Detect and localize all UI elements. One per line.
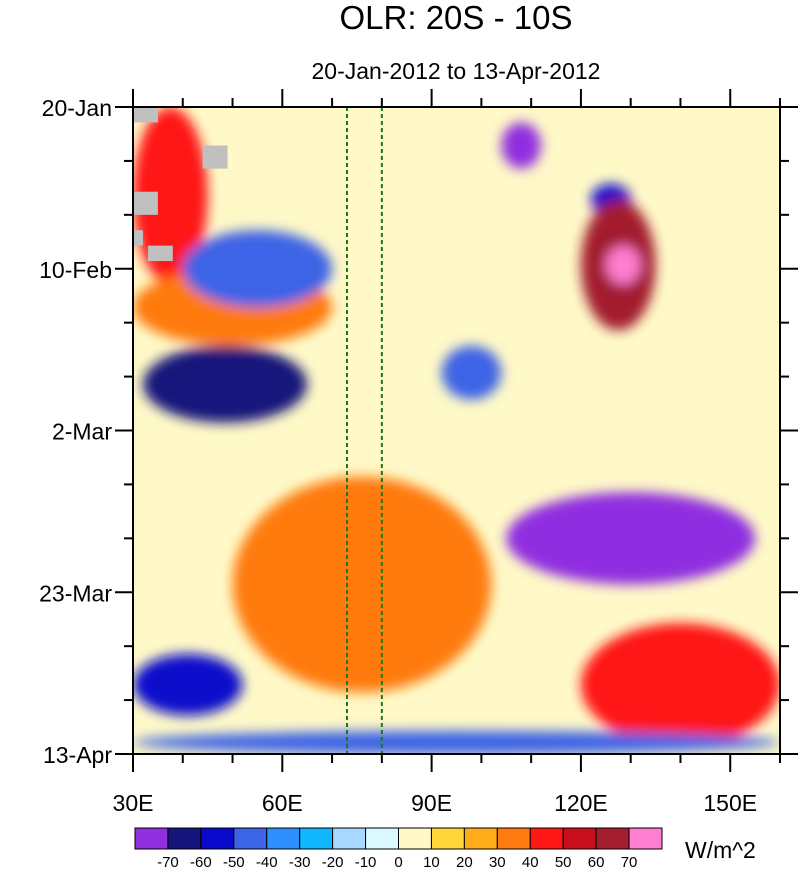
y-tick-label: 10-Feb: [39, 257, 112, 283]
x-axis: 30E 60E 90E 120E 150E: [113, 89, 781, 816]
x-tick-label: 30E: [113, 790, 154, 816]
colorbar-swatch: [628, 827, 663, 850]
colorbar-label: 50: [555, 854, 572, 869]
y-tick-label: 20-Jan: [42, 95, 112, 121]
colorbar-label: 70: [621, 854, 638, 869]
colorbar-swatch: [365, 827, 399, 850]
x-tick-label: 120E: [554, 790, 608, 816]
colorbar-label: 30: [489, 854, 506, 869]
missing-data-patch: [133, 191, 158, 215]
missing-data-patch: [202, 145, 228, 169]
plot-area: [133, 107, 780, 754]
colorbar-swatch: [266, 827, 301, 850]
colorbar-label: -30: [289, 854, 311, 869]
colorbar-label: 60: [588, 854, 605, 869]
x-tick-label: 150E: [703, 790, 757, 816]
chart-subtitle: 20-Jan-2012 to 13-Apr-2012: [312, 58, 601, 84]
colorbar-swatch: [134, 827, 169, 850]
colorbar-swatch: [332, 827, 367, 850]
chart-title: OLR: 20S - 10S: [340, 0, 573, 36]
colorbar-label: -60: [190, 854, 212, 869]
colorbar-label: -20: [322, 854, 344, 869]
colorbar-swatch: [167, 827, 202, 850]
colorbar-swatch: [430, 827, 465, 850]
colorbar-swatch: [595, 827, 630, 850]
colorbar-label: -50: [223, 854, 245, 869]
negative-anomaly-13: [133, 730, 780, 754]
colorbar-swatch: [529, 827, 564, 850]
colorbar-label: -10: [355, 854, 377, 869]
negative-anomaly-7: [142, 345, 308, 423]
colorbar-units: W/m^2: [685, 837, 756, 863]
negative-anomaly-0: [501, 122, 542, 169]
x-tick-label: 60E: [262, 790, 303, 816]
negative-anomaly-10: [506, 492, 756, 585]
negative-anomaly-12: [133, 653, 243, 716]
y-tick-label: 23-Mar: [39, 580, 112, 606]
colorbar-swatch: [233, 827, 268, 850]
missing-data-patch: [133, 230, 143, 246]
y-axis: 20-Jan 10-Feb 2-Mar 23-Mar 13-Apr: [39, 95, 798, 768]
negative-anomaly-8: [441, 345, 502, 400]
colorbar-label: 20: [456, 854, 473, 869]
colorbar: -70 -60 -50 -40 -30 -20 -10 0 10 20 30 40 50 60 70: [134, 827, 663, 869]
colorbar-label: 10: [423, 854, 440, 869]
missing-data-patch: [133, 107, 158, 123]
colorbar-label: 0: [394, 854, 402, 869]
y-tick-label: 2-Mar: [52, 419, 112, 445]
olr-anomaly-field: [133, 107, 780, 754]
colorbar-swatch: [200, 827, 235, 850]
positive-anomaly-4: [133, 107, 208, 285]
colorbar-swatch: [398, 827, 432, 850]
colorbar-swatch: [463, 827, 498, 850]
missing-data-patch: [147, 245, 173, 262]
colorbar-swatch: [562, 827, 597, 850]
positive-anomaly-9: [232, 476, 492, 693]
positive-anomaly-11: [580, 623, 780, 747]
colorbar-label: -40: [256, 854, 278, 869]
colorbar-swatch: [299, 827, 334, 850]
x-tick-label: 90E: [411, 790, 452, 816]
reference-lines: [346, 107, 383, 754]
colorbar-swatch: [496, 827, 531, 850]
colorbar-label: -70: [157, 854, 179, 869]
colorbar-label: 40: [522, 854, 539, 869]
positive-anomaly-3: [605, 245, 641, 285]
negative-anomaly-6: [182, 230, 333, 308]
missing-data-patches: [133, 107, 228, 262]
y-tick-label: 13-Apr: [43, 742, 112, 768]
